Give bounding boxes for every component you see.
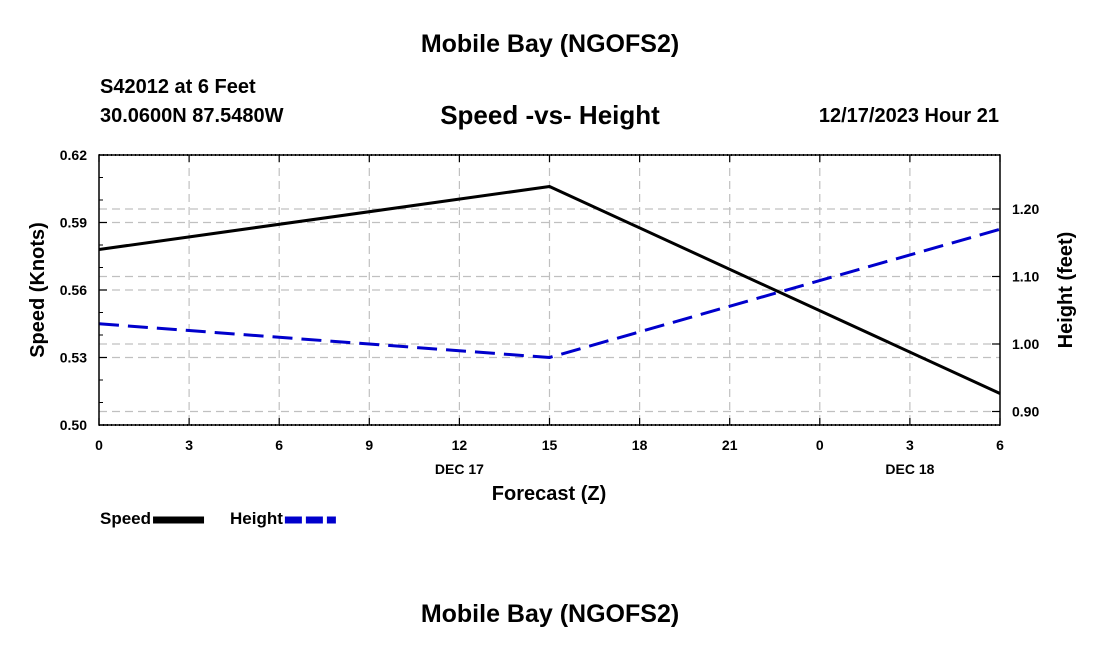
y-tick-label: 0.53 xyxy=(60,350,87,366)
series-line-height xyxy=(98,227,1001,359)
x-tick-label: 6 xyxy=(275,437,283,453)
coordinates-label: 30.0600N 87.5480W xyxy=(100,105,284,127)
x-date-label: DEC 18 xyxy=(885,461,934,477)
x-tick-label: 18 xyxy=(632,437,648,453)
series-lines xyxy=(98,185,1001,395)
footer-title: Mobile Bay (NGOFS2) xyxy=(420,600,680,628)
x-tick-label: 0 xyxy=(816,437,824,453)
x-tick-label: 0 xyxy=(95,437,103,453)
legend-label-speed: Speed xyxy=(100,509,151,528)
x-tick-label: 21 xyxy=(722,437,738,453)
chart-subtitle: Speed -vs- Height xyxy=(440,100,660,130)
y-tick-label: 0.56 xyxy=(60,282,87,298)
legend-label-height: Height xyxy=(230,509,283,528)
x-tick-label: 12 xyxy=(452,437,468,453)
x-tick-label: 3 xyxy=(906,437,914,453)
series-line-speed xyxy=(98,185,1001,395)
x-tick-label: 9 xyxy=(365,437,373,453)
x-axis-title: Forecast (Z) xyxy=(492,483,606,505)
y-tick-label: 0.50 xyxy=(60,417,87,433)
y2-tick-label: 1.10 xyxy=(1012,269,1039,285)
y-axis-title: Speed (Knots) xyxy=(27,222,49,358)
y2-tick-label: 0.90 xyxy=(1012,404,1039,420)
legend: Speed Height xyxy=(100,509,336,528)
x-tick-label: 3 xyxy=(185,437,193,453)
grid xyxy=(99,155,1000,425)
y-tick-label: 0.59 xyxy=(60,215,87,231)
y2-axis-title: Height (feet) xyxy=(1055,232,1077,349)
x-tick-label: 6 xyxy=(996,437,1004,453)
x-date-label: DEC 17 xyxy=(435,461,484,477)
y2-tick-label: 1.20 xyxy=(1012,201,1039,217)
station-label: S42012 at 6 Feet xyxy=(100,76,256,98)
y2-tick-label: 1.00 xyxy=(1012,336,1039,352)
axis-ticks: 0 3 6 9 12 15 18 21 0 3 6 DEC 17 DEC 18 0.50 0.53 0.56 0… xyxy=(60,147,1040,477)
y-tick-label: 0.62 xyxy=(60,147,87,163)
x-tick-label: 15 xyxy=(542,437,558,453)
forecast-datetime: 12/17/2023 Hour 21 xyxy=(818,105,999,127)
chart-title: Mobile Bay (NGOFS2) xyxy=(420,30,680,58)
